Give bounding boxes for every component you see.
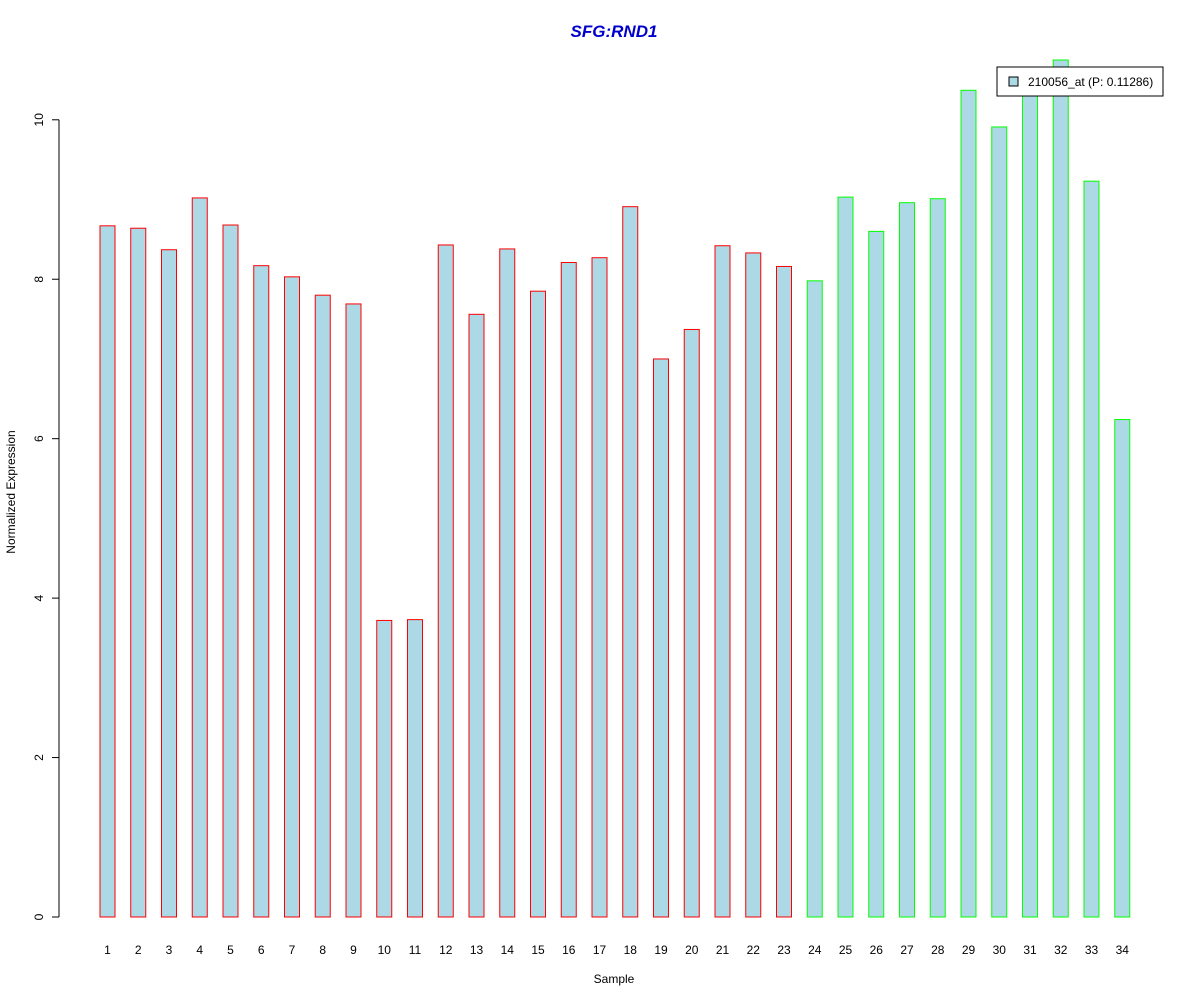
bar-sample-33	[1083, 180, 1100, 918]
y-tick-label: 6	[32, 435, 46, 442]
x-tick-label: 31	[1023, 943, 1037, 957]
x-tick-label: 18	[624, 943, 638, 957]
chart-title: SFG:RND1	[571, 22, 658, 41]
bar-sample-7	[284, 276, 300, 918]
x-tick-label: 34	[1116, 943, 1130, 957]
x-tick-label: 11	[409, 943, 422, 957]
bar-sample-27	[899, 202, 915, 918]
y-tick-label: 10	[32, 113, 46, 127]
x-tick-label: 28	[931, 943, 945, 957]
bars	[99, 59, 1131, 918]
x-tick-label: 9	[350, 943, 357, 957]
bar-sample-32	[1052, 59, 1069, 918]
x-tick-label: 32	[1054, 943, 1068, 957]
x-tick-label: 14	[501, 943, 515, 957]
bar-sample-28	[929, 198, 946, 918]
x-tick-label: 2	[135, 943, 142, 957]
bar-sample-6	[253, 265, 270, 918]
y-tick-label: 4	[32, 594, 46, 601]
x-tick-label: 26	[870, 943, 884, 957]
x-tick-label: 29	[962, 943, 976, 957]
bar-sample-25	[837, 196, 854, 918]
bar-sample-11	[407, 619, 423, 918]
legend: 210056_at (P: 0.11286)	[996, 66, 1164, 97]
bar-sample-34	[1114, 419, 1131, 918]
bar-sample-4	[191, 197, 208, 918]
bar-sample-8	[314, 294, 331, 918]
x-tick-label: 22	[747, 943, 761, 957]
bar-sample-30	[991, 126, 1008, 918]
bar-sample-31	[1022, 95, 1038, 918]
bar-sample-13	[468, 313, 485, 918]
x-axis-label: Sample	[594, 972, 635, 986]
x-tick-label: 5	[227, 943, 234, 957]
legend-swatch	[1008, 76, 1019, 87]
x-tick-label: 25	[839, 943, 853, 957]
bar-sample-1	[99, 225, 116, 918]
bar-sample-21	[714, 245, 731, 918]
y-axis-label: Normalized Expression	[4, 430, 18, 553]
x-tick-label: 23	[777, 943, 791, 957]
x-tick-label: 12	[439, 943, 453, 957]
x-tick-label: 30	[993, 943, 1007, 957]
x-tick-label: 19	[654, 943, 668, 957]
x-tick-label: 10	[378, 943, 392, 957]
x-tick-label: 7	[289, 943, 296, 957]
legend-label: 210056_at (P: 0.11286)	[1028, 75, 1153, 89]
bar-sample-15	[530, 290, 546, 918]
bar-sample-12	[437, 244, 454, 918]
legend-box	[996, 66, 1164, 97]
bar-sample-17	[591, 257, 608, 918]
x-tick-label: 16	[562, 943, 576, 957]
x-tick-label: 27	[900, 943, 914, 957]
x-tick-label: 4	[196, 943, 203, 957]
x-tick-label: 15	[531, 943, 545, 957]
x-tick-label: 8	[319, 943, 326, 957]
y-tick-label: 0	[32, 913, 46, 920]
y-tick-label: 2	[32, 754, 46, 761]
bar-sample-10	[376, 619, 393, 918]
bar-sample-22	[745, 252, 762, 918]
bar-sample-2	[130, 227, 147, 918]
y-axis: 0 2 4 6 8 10	[32, 113, 60, 920]
x-tick-label: 21	[716, 943, 730, 957]
bar-sample-18	[622, 206, 639, 918]
bar-sample-3	[161, 249, 177, 918]
bar-sample-14	[499, 248, 516, 918]
bar-sample-26	[868, 230, 885, 918]
bar-sample-20	[683, 328, 700, 918]
bar-sample-16	[560, 261, 577, 918]
x-tick-label: 17	[593, 943, 607, 957]
bar-sample-23	[776, 265, 792, 918]
x-tick-label: 3	[166, 943, 173, 957]
bar-sample-9	[345, 303, 362, 918]
x-tick-label: 33	[1085, 943, 1099, 957]
bar-sample-29	[960, 89, 977, 918]
y-tick-label: 8	[32, 276, 46, 283]
x-tick-label: 20	[685, 943, 699, 957]
x-tick-label: 6	[258, 943, 265, 957]
x-tick-label: 13	[470, 943, 484, 957]
bar-sample-19	[653, 358, 669, 918]
bar-sample-5	[222, 224, 239, 918]
x-tick-label: 1	[104, 943, 111, 957]
bar-sample-24	[806, 280, 823, 918]
x-tick-label: 24	[808, 943, 822, 957]
x-axis-tick-labels: 1 2 3 4 5 6 7 8 9 10 11 12 13 14 15 16 17 18 19 20 21 22 23 24 2…	[104, 943, 1129, 957]
